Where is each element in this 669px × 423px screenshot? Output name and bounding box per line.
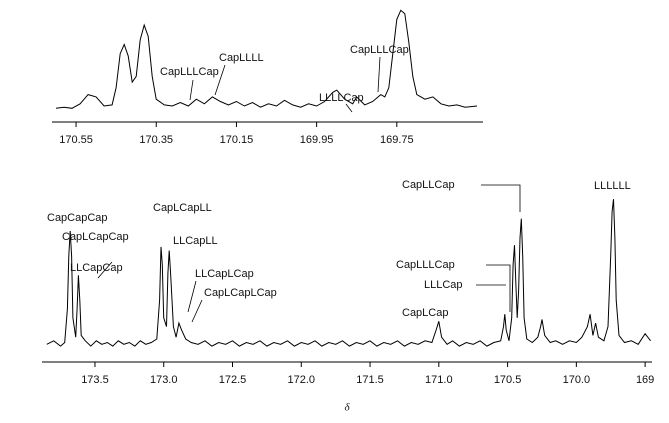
- x-tick-label: 172.5: [219, 374, 247, 386]
- x-tick-label: 170.0: [563, 374, 591, 386]
- leader-line: [214, 64, 226, 96]
- x-tick-label: 169: [636, 374, 654, 386]
- peak-annotation: CapLLLCap: [160, 66, 219, 78]
- peak-annotation: LLCapCap: [70, 262, 123, 274]
- peak-annotation: LLLLLL: [594, 180, 631, 192]
- leader-line: [486, 264, 511, 312]
- x-tick-label: 171.0: [425, 374, 453, 386]
- x-tick-label: 170.35: [139, 134, 173, 146]
- peak-annotation: CapLCap: [402, 307, 448, 319]
- x-tick-label: 170.15: [220, 134, 254, 146]
- leader-line: [345, 103, 353, 113]
- leader-line: [481, 184, 521, 212]
- peak-annotation: LLCapLL: [173, 235, 218, 247]
- peak-annotation: LLCapLCap: [195, 268, 254, 280]
- peak-annotation: CapLLLCap: [350, 44, 409, 56]
- spectrum-line: [46, 199, 651, 347]
- peak-annotation: LLLCap: [424, 279, 463, 291]
- peak-annotation: LLLLCap: [319, 92, 364, 104]
- x-tick-label: 170.55: [59, 134, 93, 146]
- peak-annotation: CapLLCap: [402, 179, 455, 191]
- peak-annotation: CapLCapCap: [62, 231, 129, 243]
- x-tick-label: 170.5: [494, 374, 522, 386]
- peak-annotation: CapLLLCap: [396, 259, 455, 271]
- leader-line: [97, 261, 113, 279]
- leader-line: [377, 56, 381, 93]
- x-axis-label: δ: [344, 402, 350, 414]
- spectrum-line: [55, 9, 478, 109]
- x-tick-label: 172.0: [288, 374, 316, 386]
- x-tick-label: 173.5: [81, 374, 109, 386]
- peak-annotation: CapCapCap: [47, 212, 108, 224]
- x-tick-label: 169.75: [380, 134, 414, 146]
- leader-line: [187, 280, 197, 313]
- leader-line: [189, 79, 194, 101]
- peak-annotation: CapLCapLL: [153, 202, 212, 214]
- x-tick-label: 169.95: [300, 134, 334, 146]
- peak-annotation: CapLLLL: [219, 52, 264, 64]
- leader-line: [191, 299, 203, 323]
- peak-annotation: CapLCapLCap: [204, 287, 277, 299]
- x-tick-label: 171.5: [356, 374, 384, 386]
- x-tick-label: 173.0: [150, 374, 178, 386]
